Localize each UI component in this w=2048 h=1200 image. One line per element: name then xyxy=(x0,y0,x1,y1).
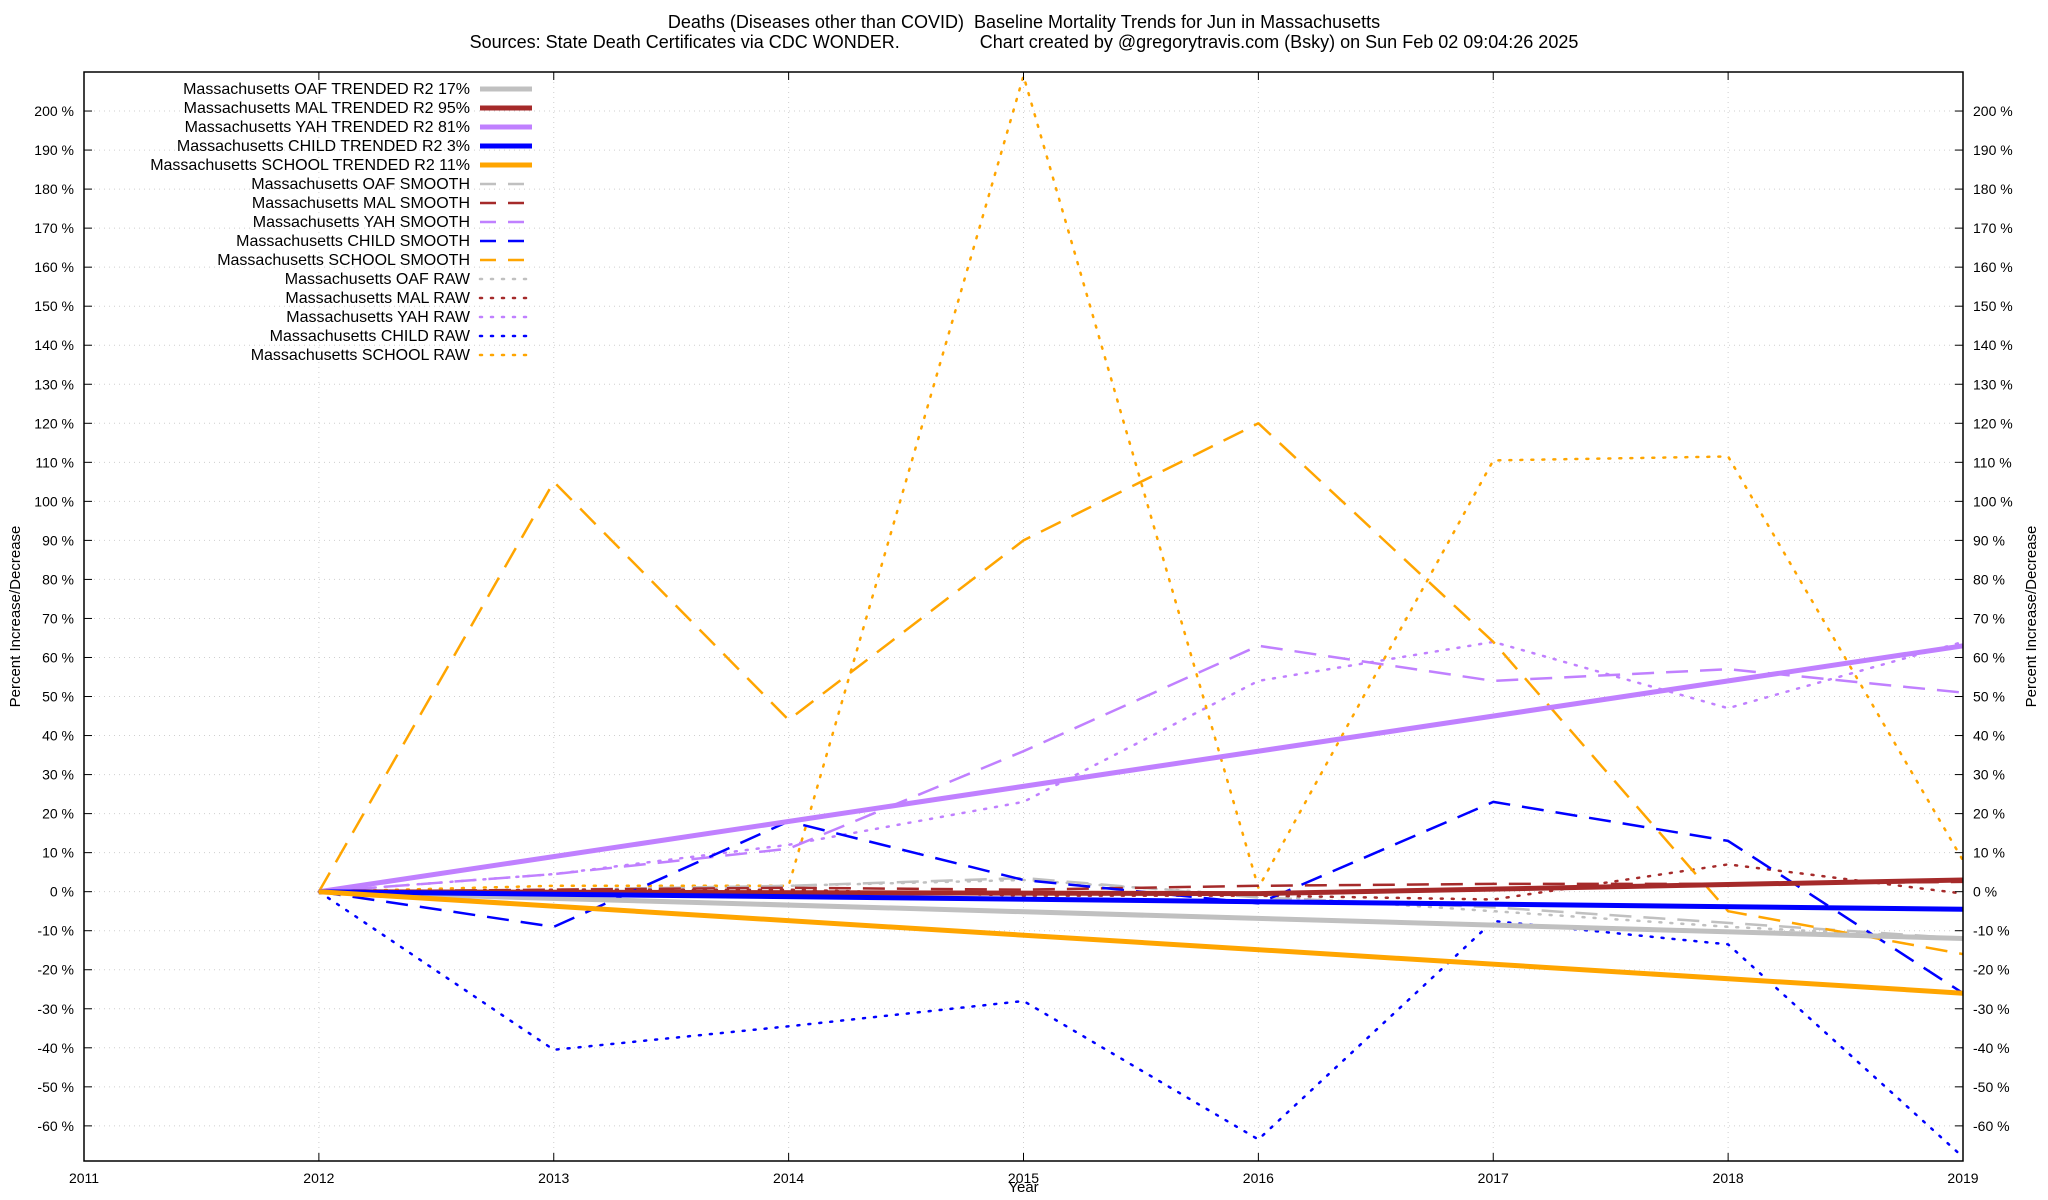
y2-tick-label: 170 % xyxy=(1973,220,2013,236)
y-tick-label: 20 % xyxy=(42,806,74,822)
series-line-13 xyxy=(317,890,1963,1159)
series-lines xyxy=(317,74,1963,1159)
y-tick-label: 100 % xyxy=(34,493,74,509)
y-tick-label: 200 % xyxy=(34,103,74,119)
y-tick-label: 0 % xyxy=(50,884,74,900)
x-tick-label: 2016 xyxy=(1243,1170,1274,1186)
legend-label-5: Massachusetts OAF SMOOTH xyxy=(251,176,470,193)
y2-tick-label: 40 % xyxy=(1973,728,2005,744)
legend-label-12: Massachusetts YAH RAW xyxy=(286,309,471,326)
y-tick-label: 40 % xyxy=(42,728,74,744)
x-tick-label: 2015 xyxy=(1008,1170,1039,1186)
y-tick-label: 70 % xyxy=(42,610,74,626)
y2-tick-label: 20 % xyxy=(1973,806,2005,822)
y-tick-label: 50 % xyxy=(42,689,74,705)
legend-label-6: Massachusetts MAL SMOOTH xyxy=(252,195,470,212)
x-tick-label: 2014 xyxy=(773,1170,804,1186)
legend-label-7: Massachusetts YAH SMOOTH xyxy=(253,214,470,231)
y2-tick-label: 60 % xyxy=(1973,649,2005,665)
y-tick-label: -50 % xyxy=(37,1079,74,1095)
legend: Massachusetts OAF TRENDED R2 17% Massachu… xyxy=(150,81,534,364)
legend-label-8: Massachusetts CHILD SMOOTH xyxy=(236,233,470,250)
grid xyxy=(83,72,1964,1161)
legend-label-10: Massachusetts OAF RAW xyxy=(285,271,471,288)
y2-tick-label: 150 % xyxy=(1973,298,2013,314)
y2-tick-label: 140 % xyxy=(1973,337,2013,353)
y-tick-label: 10 % xyxy=(42,845,74,861)
y-tick-label: -30 % xyxy=(37,1001,74,1017)
y2-tick-label: -40 % xyxy=(1973,1040,2010,1056)
y-tick-label: -20 % xyxy=(37,962,74,978)
y-tick-label: 80 % xyxy=(42,571,74,587)
series-line-0 xyxy=(318,889,1963,941)
y-tick-label: -60 % xyxy=(37,1118,74,1134)
y-tick-label: -10 % xyxy=(37,923,74,939)
y-tick-label: 180 % xyxy=(34,181,74,197)
y2-tick-label: 0 % xyxy=(1973,884,1997,900)
legend-label-0: Massachusetts OAF TRENDED R2 17% xyxy=(183,81,470,98)
y2-tick-label: 180 % xyxy=(1973,181,2013,197)
y-axis-label: Percent Increase/Decrease xyxy=(7,526,24,708)
y-tick-label: 190 % xyxy=(34,142,74,158)
series-line-1 xyxy=(318,877,1963,897)
series-line-3 xyxy=(318,889,1963,912)
series-line-9 xyxy=(317,422,1963,956)
x-axis-label: Year xyxy=(1008,1179,1038,1196)
series-line-7 xyxy=(318,644,1963,893)
y2-tick-label: 80 % xyxy=(1973,571,2005,587)
legend-label-11: Massachusetts MAL RAW xyxy=(285,290,471,307)
y-tick-label: 120 % xyxy=(34,415,74,431)
y2-tick-label: -60 % xyxy=(1973,1118,2010,1134)
y-tick-label: 90 % xyxy=(42,532,74,548)
y-tick-label: -40 % xyxy=(37,1040,74,1056)
y-tick-label: 140 % xyxy=(34,337,74,353)
x-tick-label: 2018 xyxy=(1713,1170,1744,1186)
y2-tick-label: 90 % xyxy=(1973,532,2005,548)
y2-tick-label: -50 % xyxy=(1973,1079,2010,1095)
y2-tick-label: 50 % xyxy=(1973,689,2005,705)
chart-subtitle: Sources: State Death Certificates via CD… xyxy=(469,32,1579,52)
y2-tick-label: 100 % xyxy=(1973,493,2013,509)
x-tick-label: 2012 xyxy=(303,1170,334,1186)
y2-tick-label: 10 % xyxy=(1973,845,2005,861)
y2-tick-label: 110 % xyxy=(1973,454,2012,470)
legend-label-1: Massachusetts MAL TRENDED R2 95% xyxy=(184,100,470,117)
y2-tick-label: 30 % xyxy=(1973,767,2005,783)
x-tick-label: 2019 xyxy=(1947,1170,1978,1186)
y-tick-label: 160 % xyxy=(34,259,74,275)
x-tick-label: 2013 xyxy=(538,1170,569,1186)
chart-title: Deaths (Diseases other than COVID) Basel… xyxy=(667,12,1381,32)
legend-label-2: Massachusetts YAH TRENDED R2 81% xyxy=(185,119,470,136)
y2-tick-label: 130 % xyxy=(1973,376,2013,392)
y2-axis-label: Percent Increase/Decrease xyxy=(2023,526,2040,708)
x-tick-label: 2017 xyxy=(1478,1170,1509,1186)
y-tick-label: 130 % xyxy=(34,376,74,392)
axis-ticks: -60 % -60 % -50 % -50 % -40 % -40 % -30 % -30 %… xyxy=(34,72,2013,1186)
y2-tick-label: -30 % xyxy=(1973,1001,2010,1017)
y2-tick-label: 200 % xyxy=(1973,103,2013,119)
legend-label-14: Massachusetts SCHOOL RAW xyxy=(251,347,471,364)
y-tick-label: 110 % xyxy=(35,454,74,470)
legend-label-9: Massachusetts SCHOOL SMOOTH xyxy=(217,252,470,269)
series-line-14 xyxy=(317,74,1963,893)
y2-tick-label: -20 % xyxy=(1973,962,2010,978)
y-tick-label: 30 % xyxy=(42,767,74,783)
y2-tick-label: 120 % xyxy=(1973,415,2013,431)
y2-tick-label: -10 % xyxy=(1973,923,2010,939)
y2-tick-label: 190 % xyxy=(1973,142,2013,158)
series-line-4 xyxy=(318,889,1963,996)
y-tick-label: 150 % xyxy=(34,298,74,314)
legend-label-13: Massachusetts CHILD RAW xyxy=(270,328,471,345)
y-tick-label: 60 % xyxy=(42,649,74,665)
legend-label-4: Massachusetts SCHOOL TRENDED R2 11% xyxy=(150,157,470,174)
y2-tick-label: 160 % xyxy=(1973,259,2013,275)
y-tick-label: 170 % xyxy=(34,220,74,236)
x-tick-label: 2011 xyxy=(69,1170,99,1186)
legend-label-3: Massachusetts CHILD TRENDED R2 3% xyxy=(177,138,470,155)
y2-tick-label: 70 % xyxy=(1973,610,2005,626)
series-line-2 xyxy=(318,643,1963,895)
